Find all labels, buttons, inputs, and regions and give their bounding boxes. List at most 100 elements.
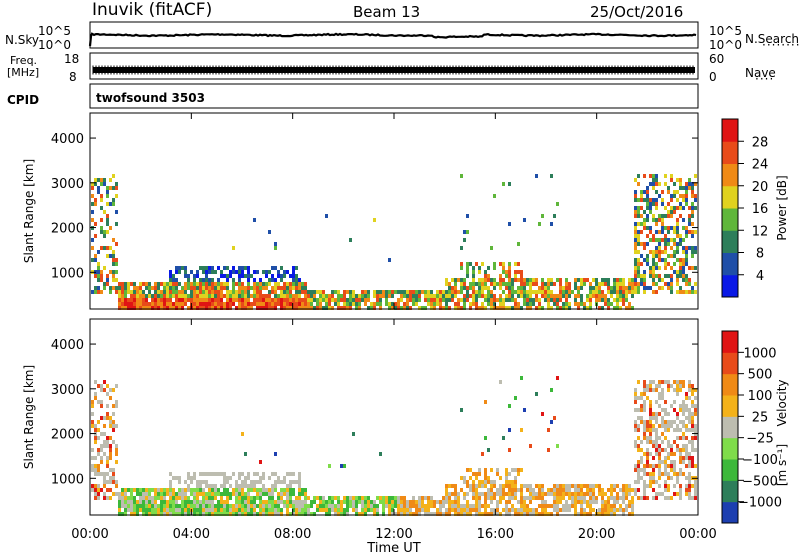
data-cell [433, 306, 436, 310]
data-cell [622, 484, 625, 488]
data-cell [298, 476, 301, 480]
data-cell [634, 278, 637, 282]
data-cell [643, 424, 646, 428]
data-cell [193, 476, 196, 480]
data-cell [628, 290, 631, 294]
data-cell [634, 424, 637, 428]
data-cell [514, 396, 517, 400]
data-cell [298, 278, 301, 282]
data-cell [223, 480, 226, 484]
data-cell [520, 492, 523, 496]
colorbar-swatch [722, 274, 738, 298]
data-cell [211, 512, 214, 516]
data-cell [562, 496, 565, 500]
data-cell [460, 262, 463, 266]
data-cell [508, 488, 511, 492]
data-cell [685, 492, 688, 496]
data-cell [367, 290, 370, 294]
data-cell [667, 488, 670, 492]
data-cell [139, 508, 142, 512]
data-cell [109, 448, 112, 452]
data-cell [304, 294, 307, 298]
data-cell [634, 178, 637, 182]
data-cell [601, 306, 604, 310]
data-cell [271, 500, 274, 504]
data-cell [580, 298, 583, 302]
data-cell [382, 512, 385, 516]
data-cell [223, 286, 226, 290]
data-cell [667, 496, 670, 500]
data-cell [226, 508, 229, 512]
data-cell [184, 290, 187, 294]
data-cell [340, 504, 343, 508]
data-cell [274, 484, 277, 488]
data-cell [406, 512, 409, 516]
data-cell [178, 290, 181, 294]
data-cell [358, 512, 361, 516]
data-cell [241, 302, 244, 306]
data-cell [484, 274, 487, 278]
data-cell [235, 306, 238, 310]
data-cell [631, 508, 634, 512]
data-cell [640, 254, 643, 258]
data-cell [682, 258, 685, 262]
data-cell [238, 270, 241, 274]
data-cell [664, 456, 667, 460]
data-cell [139, 286, 142, 290]
data-cell [223, 504, 226, 508]
data-cell [694, 206, 697, 210]
data-cell [664, 488, 667, 492]
data-cell [97, 186, 100, 190]
data-cell [532, 512, 535, 516]
data-cell [448, 504, 451, 508]
data-cell [388, 508, 391, 512]
data-cell [664, 238, 667, 242]
data-cell [94, 484, 97, 488]
data-cell [637, 396, 640, 400]
data-cell [658, 230, 661, 234]
data-cell [676, 480, 679, 484]
data-cell [514, 508, 517, 512]
data-cell [316, 290, 319, 294]
data-cell [268, 508, 271, 512]
data-cell [484, 492, 487, 496]
data-cell [277, 508, 280, 512]
data-cell [490, 480, 493, 484]
data-cell [241, 508, 244, 512]
data-cell [469, 488, 472, 492]
data-cell [643, 380, 646, 384]
data-cell [565, 290, 568, 294]
data-cell [640, 476, 643, 480]
data-cell [634, 226, 637, 230]
data-cell [214, 302, 217, 306]
data-cell [349, 306, 352, 310]
data-cell [448, 286, 451, 290]
data-cell [94, 440, 97, 444]
data-cell [229, 504, 232, 508]
data-cell [232, 504, 235, 508]
data-cell [544, 492, 547, 496]
data-cell [670, 198, 673, 202]
data-cell [241, 496, 244, 500]
data-cell [556, 512, 559, 516]
data-cell [604, 294, 607, 298]
data-cell [199, 302, 202, 306]
data-cell [655, 238, 658, 242]
data-cell [127, 290, 130, 294]
data-cell [589, 286, 592, 290]
data-cell [325, 500, 328, 504]
data-cell [265, 512, 268, 516]
data-cell [682, 250, 685, 254]
data-cell [268, 278, 271, 282]
data-cell [505, 484, 508, 488]
data-cell [199, 508, 202, 512]
data-cell [112, 270, 115, 274]
data-cell [637, 198, 640, 202]
data-cell [232, 302, 235, 306]
data-cell [187, 504, 190, 508]
data-cell [670, 282, 673, 286]
data-cell [355, 302, 358, 306]
data-cell [550, 222, 553, 226]
data-cell [667, 420, 670, 424]
